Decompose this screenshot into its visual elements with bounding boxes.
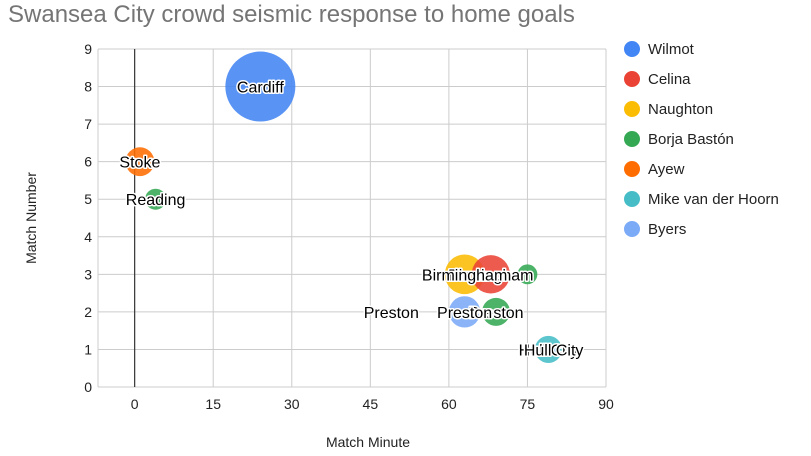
bubble-label: Cardiff — [237, 80, 284, 97]
y-tick-label: 4 — [84, 229, 92, 245]
legend-marker — [624, 101, 640, 117]
bubbles — [125, 51, 562, 363]
y-tick-label: 9 — [84, 41, 92, 57]
y-tick-label: 3 — [84, 266, 92, 282]
x-tick-label: 90 — [598, 396, 614, 412]
x-tick-label: 75 — [520, 396, 536, 412]
legend-label: Mike van der Hoorn — [648, 191, 779, 208]
legend-marker — [624, 221, 640, 237]
bubble-label: Preston — [437, 305, 492, 322]
y-tick-label: 6 — [84, 154, 92, 170]
grid — [97, 48, 607, 388]
legend-marker — [624, 131, 640, 147]
bubble — [551, 347, 556, 352]
y-tick-label: 8 — [84, 79, 92, 95]
chart-title: Swansea City crowd seismic response to h… — [8, 1, 575, 28]
y-tick-label: 1 — [84, 341, 92, 357]
bubble-label: Hull City — [524, 342, 584, 359]
legend-label: Wilmot — [648, 41, 695, 58]
y-tick-label: 7 — [84, 116, 92, 132]
legend-label: Celina — [648, 71, 691, 88]
bubble-label: Preston — [364, 305, 419, 322]
x-axis-label: Match Minute — [326, 434, 410, 450]
bubble — [534, 335, 562, 363]
bubble-label: Reading — [126, 192, 186, 209]
x-tick-label: 0 — [131, 396, 139, 412]
legend-label: Naughton — [648, 101, 713, 118]
legend-marker — [624, 161, 640, 177]
bubble — [448, 296, 481, 328]
x-tick-label: 30 — [284, 396, 300, 412]
x-tick-label: 60 — [441, 396, 457, 412]
legend-marker — [624, 41, 640, 57]
legend-marker — [624, 71, 640, 87]
legend-label: Byers — [648, 221, 686, 238]
bubble — [125, 147, 155, 177]
y-axis-label: Match Number — [23, 172, 39, 264]
bubble — [387, 308, 395, 316]
y-tick-label: 0 — [84, 379, 92, 395]
y-tick-label: 5 — [84, 191, 92, 207]
legend-label: Ayew — [648, 161, 685, 178]
bubble-label: Stoke — [119, 155, 160, 172]
legend: Wilmot Celina Naughton Borja Bastón Ayew Mike… — [624, 41, 779, 238]
bubble — [145, 188, 167, 210]
bubble — [482, 297, 511, 326]
bubble-label: Birmingham — [448, 267, 533, 284]
y-tick-label: 2 — [84, 304, 92, 320]
bubble — [471, 255, 510, 294]
x-tick-label: 45 — [363, 396, 379, 412]
bubble-label: Preston — [468, 305, 523, 322]
bubble-label: Hull City — [519, 342, 579, 359]
bubble-label: Birmingham — [422, 267, 507, 284]
legend-marker — [624, 191, 640, 207]
x-tick-label: 15 — [205, 396, 221, 412]
bubble — [517, 264, 538, 285]
bubble — [225, 51, 296, 122]
legend-label: Borja Bastón — [648, 131, 734, 148]
